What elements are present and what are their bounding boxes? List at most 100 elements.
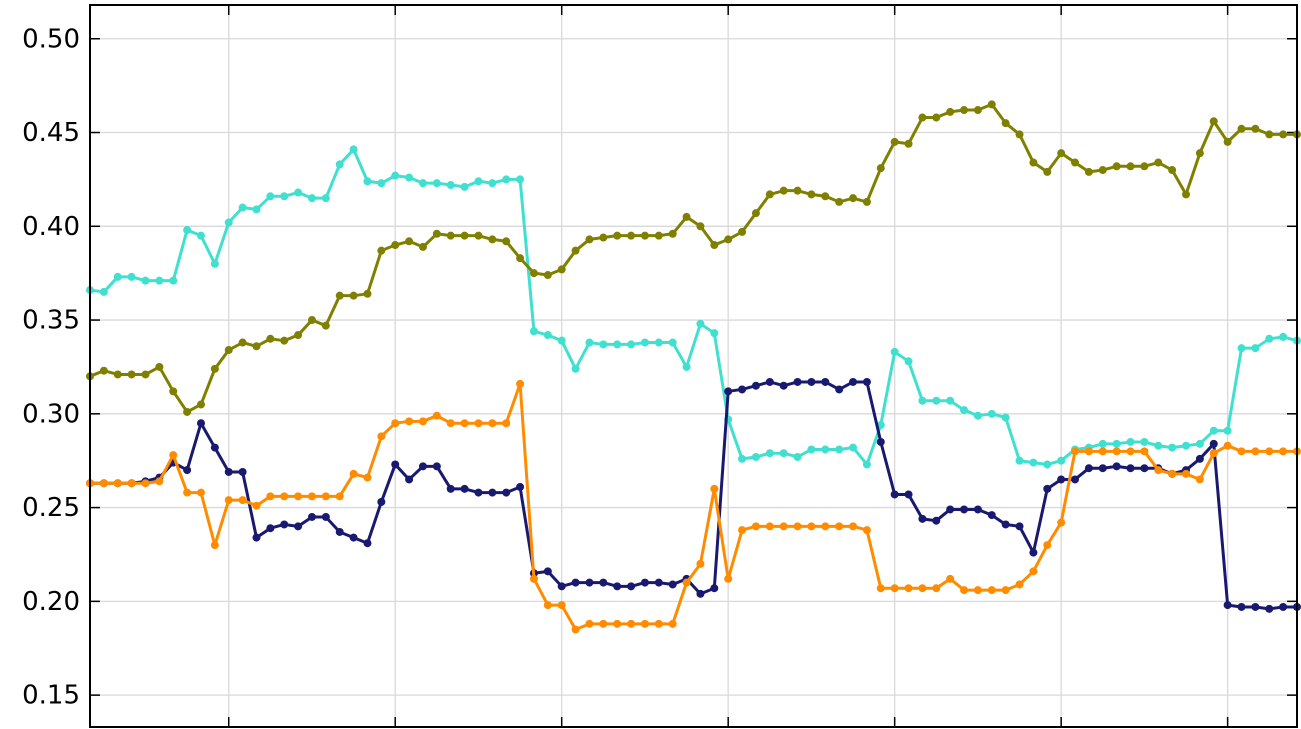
data-point: [405, 237, 414, 246]
data-point: [668, 229, 677, 238]
data-point: [627, 619, 636, 628]
data-point: [585, 619, 594, 628]
data-point: [391, 460, 400, 469]
data-point: [613, 619, 622, 628]
plot-frame: [89, 4, 1298, 728]
data-point: [1057, 456, 1066, 465]
data-point: [266, 524, 275, 533]
data-point: [1251, 124, 1260, 133]
y-tick-label: 0.25: [22, 493, 80, 523]
data-point: [1043, 460, 1052, 469]
data-point: [599, 619, 608, 628]
data-point: [224, 346, 233, 355]
data-point: [1112, 462, 1121, 471]
data-point: [335, 160, 344, 169]
data-point: [349, 469, 358, 478]
data-point: [1209, 117, 1218, 126]
y-tick-label: 0.15: [22, 681, 80, 711]
data-point: [585, 578, 594, 587]
data-point: [654, 578, 663, 587]
data-point: [696, 319, 705, 328]
data-point: [183, 466, 192, 475]
data-point: [349, 145, 358, 154]
data-point: [613, 582, 622, 591]
data-point: [99, 366, 108, 375]
data-point: [876, 437, 885, 446]
data-point: [1043, 484, 1052, 493]
data-point: [932, 584, 941, 593]
data-point: [1223, 601, 1232, 610]
data-point: [1029, 458, 1038, 467]
data-point: [141, 276, 150, 285]
data-point: [738, 526, 747, 535]
data-point: [1209, 426, 1218, 435]
data-point: [557, 336, 566, 345]
data-point: [307, 194, 316, 203]
data-point: [238, 203, 247, 212]
data-point: [155, 276, 164, 285]
data-point: [432, 411, 441, 420]
data-point: [183, 488, 192, 497]
data-point: [377, 179, 386, 188]
data-point: [751, 381, 760, 390]
data-point: [183, 407, 192, 416]
data-point: [821, 445, 830, 454]
data-point: [724, 235, 733, 244]
data-point: [252, 501, 261, 510]
data-point: [1098, 464, 1107, 473]
data-point: [460, 182, 469, 191]
data-point: [918, 514, 927, 523]
data-point: [821, 377, 830, 386]
data-point: [890, 347, 899, 356]
data-point: [391, 241, 400, 250]
data-point: [724, 387, 733, 396]
data-point: [654, 619, 663, 628]
y-tick-label: 0.30: [22, 399, 80, 429]
data-point: [987, 511, 996, 520]
data-point: [266, 334, 275, 343]
data-point: [321, 194, 330, 203]
data-point: [516, 175, 525, 184]
data-point: [987, 586, 996, 595]
data-point: [1098, 166, 1107, 175]
data-point: [904, 139, 913, 148]
data-point: [335, 527, 344, 536]
data-point: [738, 454, 747, 463]
data-point: [280, 336, 289, 345]
data-point: [946, 396, 955, 405]
data-point: [1084, 464, 1093, 473]
series: [86, 377, 1301, 613]
data-point: [835, 197, 844, 206]
data-point: [890, 490, 899, 499]
series-line: [90, 382, 1297, 631]
data-point: [1126, 447, 1135, 456]
data-point: [1237, 602, 1246, 611]
data-point: [835, 385, 844, 394]
data-point: [1029, 548, 1038, 557]
data-point: [1154, 441, 1163, 450]
data-point: [321, 512, 330, 521]
data-point: [335, 291, 344, 300]
data-point: [238, 467, 247, 476]
data-point: [1112, 447, 1121, 456]
data-point: [1084, 447, 1093, 456]
data-point: [169, 387, 178, 396]
data-point: [196, 231, 205, 240]
data-point: [474, 177, 483, 186]
data-point: [529, 269, 538, 278]
data-point: [294, 492, 303, 501]
data-point: [210, 541, 219, 550]
data-point: [960, 505, 969, 514]
data-point: [779, 186, 788, 195]
data-point: [460, 484, 469, 493]
data-point: [502, 175, 511, 184]
data-point: [516, 482, 525, 491]
data-point: [460, 419, 469, 428]
data-point: [266, 492, 275, 501]
data-point: [432, 179, 441, 188]
data-point: [543, 601, 552, 610]
data-point: [460, 231, 469, 240]
data-point: [377, 432, 386, 441]
data-point: [710, 484, 719, 493]
series-line: [89, 102, 1297, 414]
